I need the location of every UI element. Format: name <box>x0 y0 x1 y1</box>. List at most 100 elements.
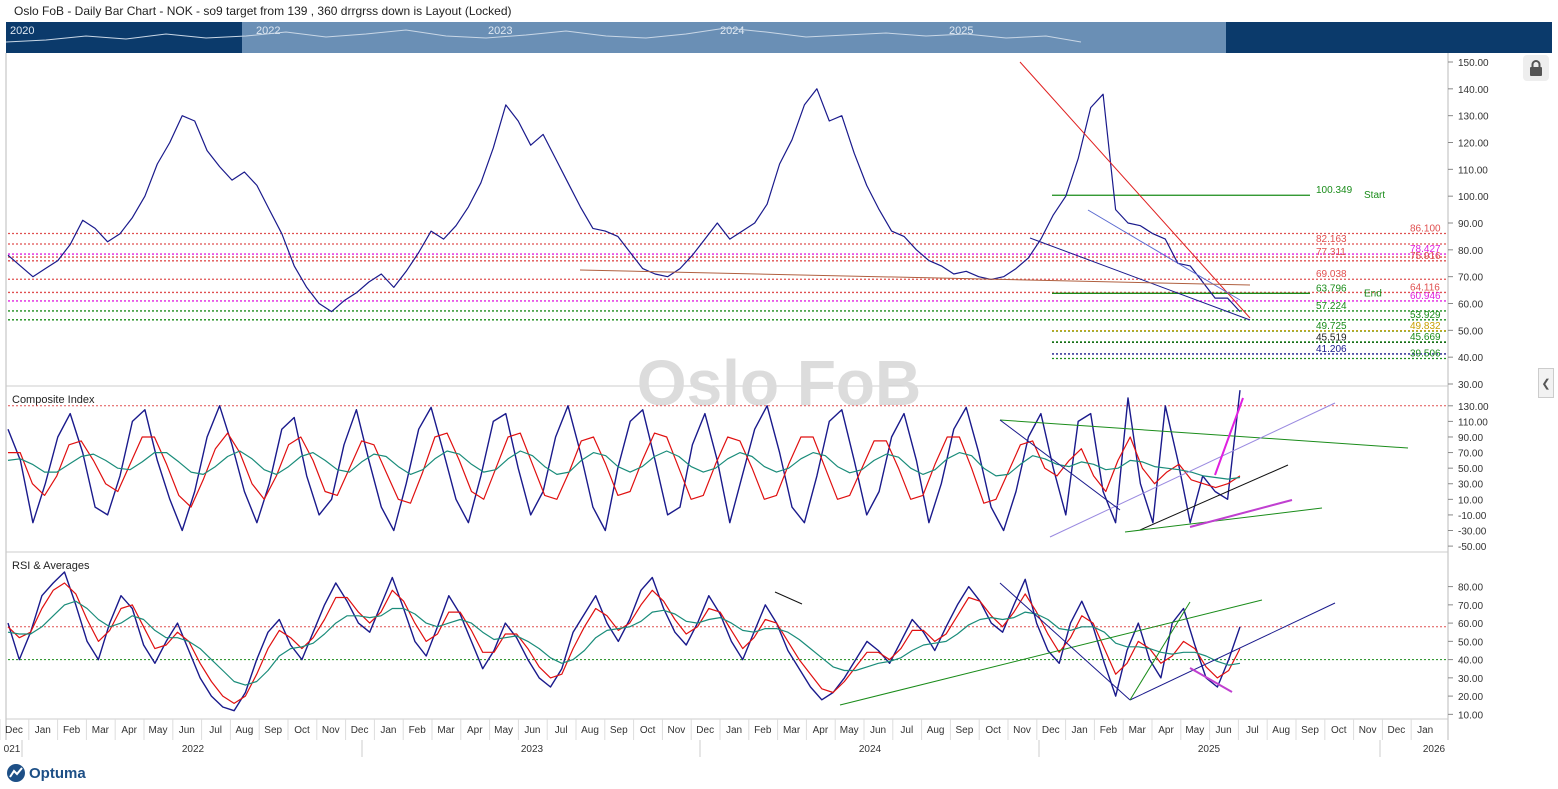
trendline <box>1019 61 1251 319</box>
price-levels: 100.349 Start 86.100 82.163 78.427 77.311 75.9… <box>8 185 1448 359</box>
price-tick-label: 40.00 <box>1458 353 1483 364</box>
month-label: Apr <box>121 725 137 736</box>
rsi-title: RSI & Averages <box>12 560 90 572</box>
year-label: 2022 <box>182 744 205 755</box>
month-label: Oct <box>1331 725 1347 736</box>
rsi-axis: 80.00 70.00 60.00 50.00 40.00 30.00 20.00 10.00 <box>1448 583 1483 721</box>
month-label: Mar <box>783 725 801 736</box>
ci-tick-label: 130.00 <box>1458 402 1489 413</box>
month-label: Jan <box>380 725 396 736</box>
month-label: Feb <box>409 725 427 736</box>
lock-icon[interactable] <box>1523 55 1549 81</box>
year-label: 2026 <box>1423 744 1446 755</box>
rsi-tick-label: 50.00 <box>1458 637 1483 648</box>
month-label: Mar <box>437 725 455 736</box>
ci-tick-label: 70.00 <box>1458 449 1483 460</box>
month-label: Aug <box>581 725 599 736</box>
price-level-label: 86.100 <box>1410 223 1441 234</box>
month-label: Sep <box>610 725 628 736</box>
price-level-label: 49.832 <box>1410 321 1441 332</box>
month-label: Oct <box>985 725 1001 736</box>
trendline <box>1029 237 1251 321</box>
month-label: May <box>840 725 859 736</box>
month-label: Apr <box>813 725 829 736</box>
rsi-tick-label: 20.00 <box>1458 692 1483 703</box>
rsi-series-line <box>7 582 1241 705</box>
rsi-tick-label: 60.00 <box>1458 619 1483 630</box>
price-tick-label: 130.00 <box>1458 112 1489 123</box>
price-tick-label: 60.00 <box>1458 300 1483 311</box>
price-tick-label: 140.00 <box>1458 85 1489 96</box>
trendline <box>839 599 1263 706</box>
month-label: Feb <box>63 725 81 736</box>
month-label: Mar <box>1129 725 1147 736</box>
trendline <box>1129 601 1191 701</box>
price-level-label: 78.427 <box>1410 244 1441 255</box>
chevron-left-icon[interactable]: ❮ <box>1538 368 1554 398</box>
month-label: Oct <box>640 725 656 736</box>
watermark: Oslo FoB <box>637 347 921 419</box>
month-label: Jan <box>1072 725 1088 736</box>
price-level-label: 82.163 <box>1316 234 1347 245</box>
month-label: Jun <box>524 725 540 736</box>
timeline-navigator[interactable]: 2020 2022 2023 2024 2025 <box>6 22 1552 53</box>
price-tick-label: 70.00 <box>1458 273 1483 284</box>
ci-tick-label: -10.00 <box>1458 511 1487 522</box>
ci-tick-label: 50.00 <box>1458 464 1483 475</box>
month-label: Jun <box>1216 725 1232 736</box>
month-label: Dec <box>351 725 369 736</box>
ci-tick-label: -30.00 <box>1458 527 1487 538</box>
price-level-label: 53.929 <box>1410 310 1441 321</box>
month-label: Sep <box>1301 725 1319 736</box>
month-label: Jul <box>555 725 568 736</box>
trendline <box>999 419 1121 511</box>
price-tick-label: 110.00 <box>1458 165 1488 176</box>
optuma-logo: Optuma <box>6 763 86 783</box>
month-label: Jan <box>1417 725 1433 736</box>
navigator-window[interactable] <box>242 22 1226 53</box>
month-label: Dec <box>5 725 23 736</box>
trendline <box>999 582 1131 701</box>
month-label: Dec <box>1042 725 1060 736</box>
price-tick-label: 90.00 <box>1458 219 1483 230</box>
month-label: Apr <box>1158 725 1174 736</box>
month-label: Feb <box>1100 725 1118 736</box>
price-axis: 30.00 40.00 50.00 60.00 70.00 80.00 90.00 100.0… <box>1448 58 1489 391</box>
ci-series-line <box>7 450 1241 480</box>
month-label: Nov <box>1359 725 1377 736</box>
trendlines <box>579 61 1409 706</box>
month-label: Mar <box>92 725 110 736</box>
ci-tick-label: -50.00 <box>1458 542 1487 553</box>
price-level-label: 60.946 <box>1410 291 1441 302</box>
rsi-tick-label: 10.00 <box>1458 710 1483 721</box>
ci-series-line <box>7 390 1241 532</box>
month-label: Nov <box>668 725 686 736</box>
month-label: May <box>494 725 513 736</box>
price-level-label: 49.725 <box>1316 321 1347 332</box>
year-label: 021 <box>4 744 21 755</box>
price-tick-label: 150.00 <box>1458 58 1489 69</box>
month-label: Aug <box>927 725 945 736</box>
optuma-logo-icon <box>7 764 25 782</box>
price-lines <box>7 88 1241 313</box>
month-label: Apr <box>467 725 483 736</box>
trendline <box>1189 499 1293 528</box>
month-label: May <box>1185 725 1204 736</box>
ci-tick-label: 10.00 <box>1458 495 1483 506</box>
price-level-label: 45.669 <box>1410 332 1441 343</box>
rsi-tick-label: 30.00 <box>1458 674 1483 685</box>
trendline <box>1139 464 1289 531</box>
price-level-tag: Start <box>1364 190 1385 201</box>
month-label: Jul <box>1246 725 1259 736</box>
month-label: Nov <box>322 725 340 736</box>
x-axis: Dec Jan Feb Mar Apr May Jun Jul Aug Sep Oct Nov Dec J… <box>0 719 1446 757</box>
price-tick-label: 120.00 <box>1458 139 1489 150</box>
ci-tick-label: 90.00 <box>1458 433 1483 444</box>
trendline <box>1049 402 1336 538</box>
month-label: Feb <box>754 725 772 736</box>
rsi-tick-label: 80.00 <box>1458 583 1483 594</box>
month-label: Aug <box>1272 725 1290 736</box>
rsi-series-line <box>7 571 1241 712</box>
navigator-sparkline <box>6 27 1082 43</box>
